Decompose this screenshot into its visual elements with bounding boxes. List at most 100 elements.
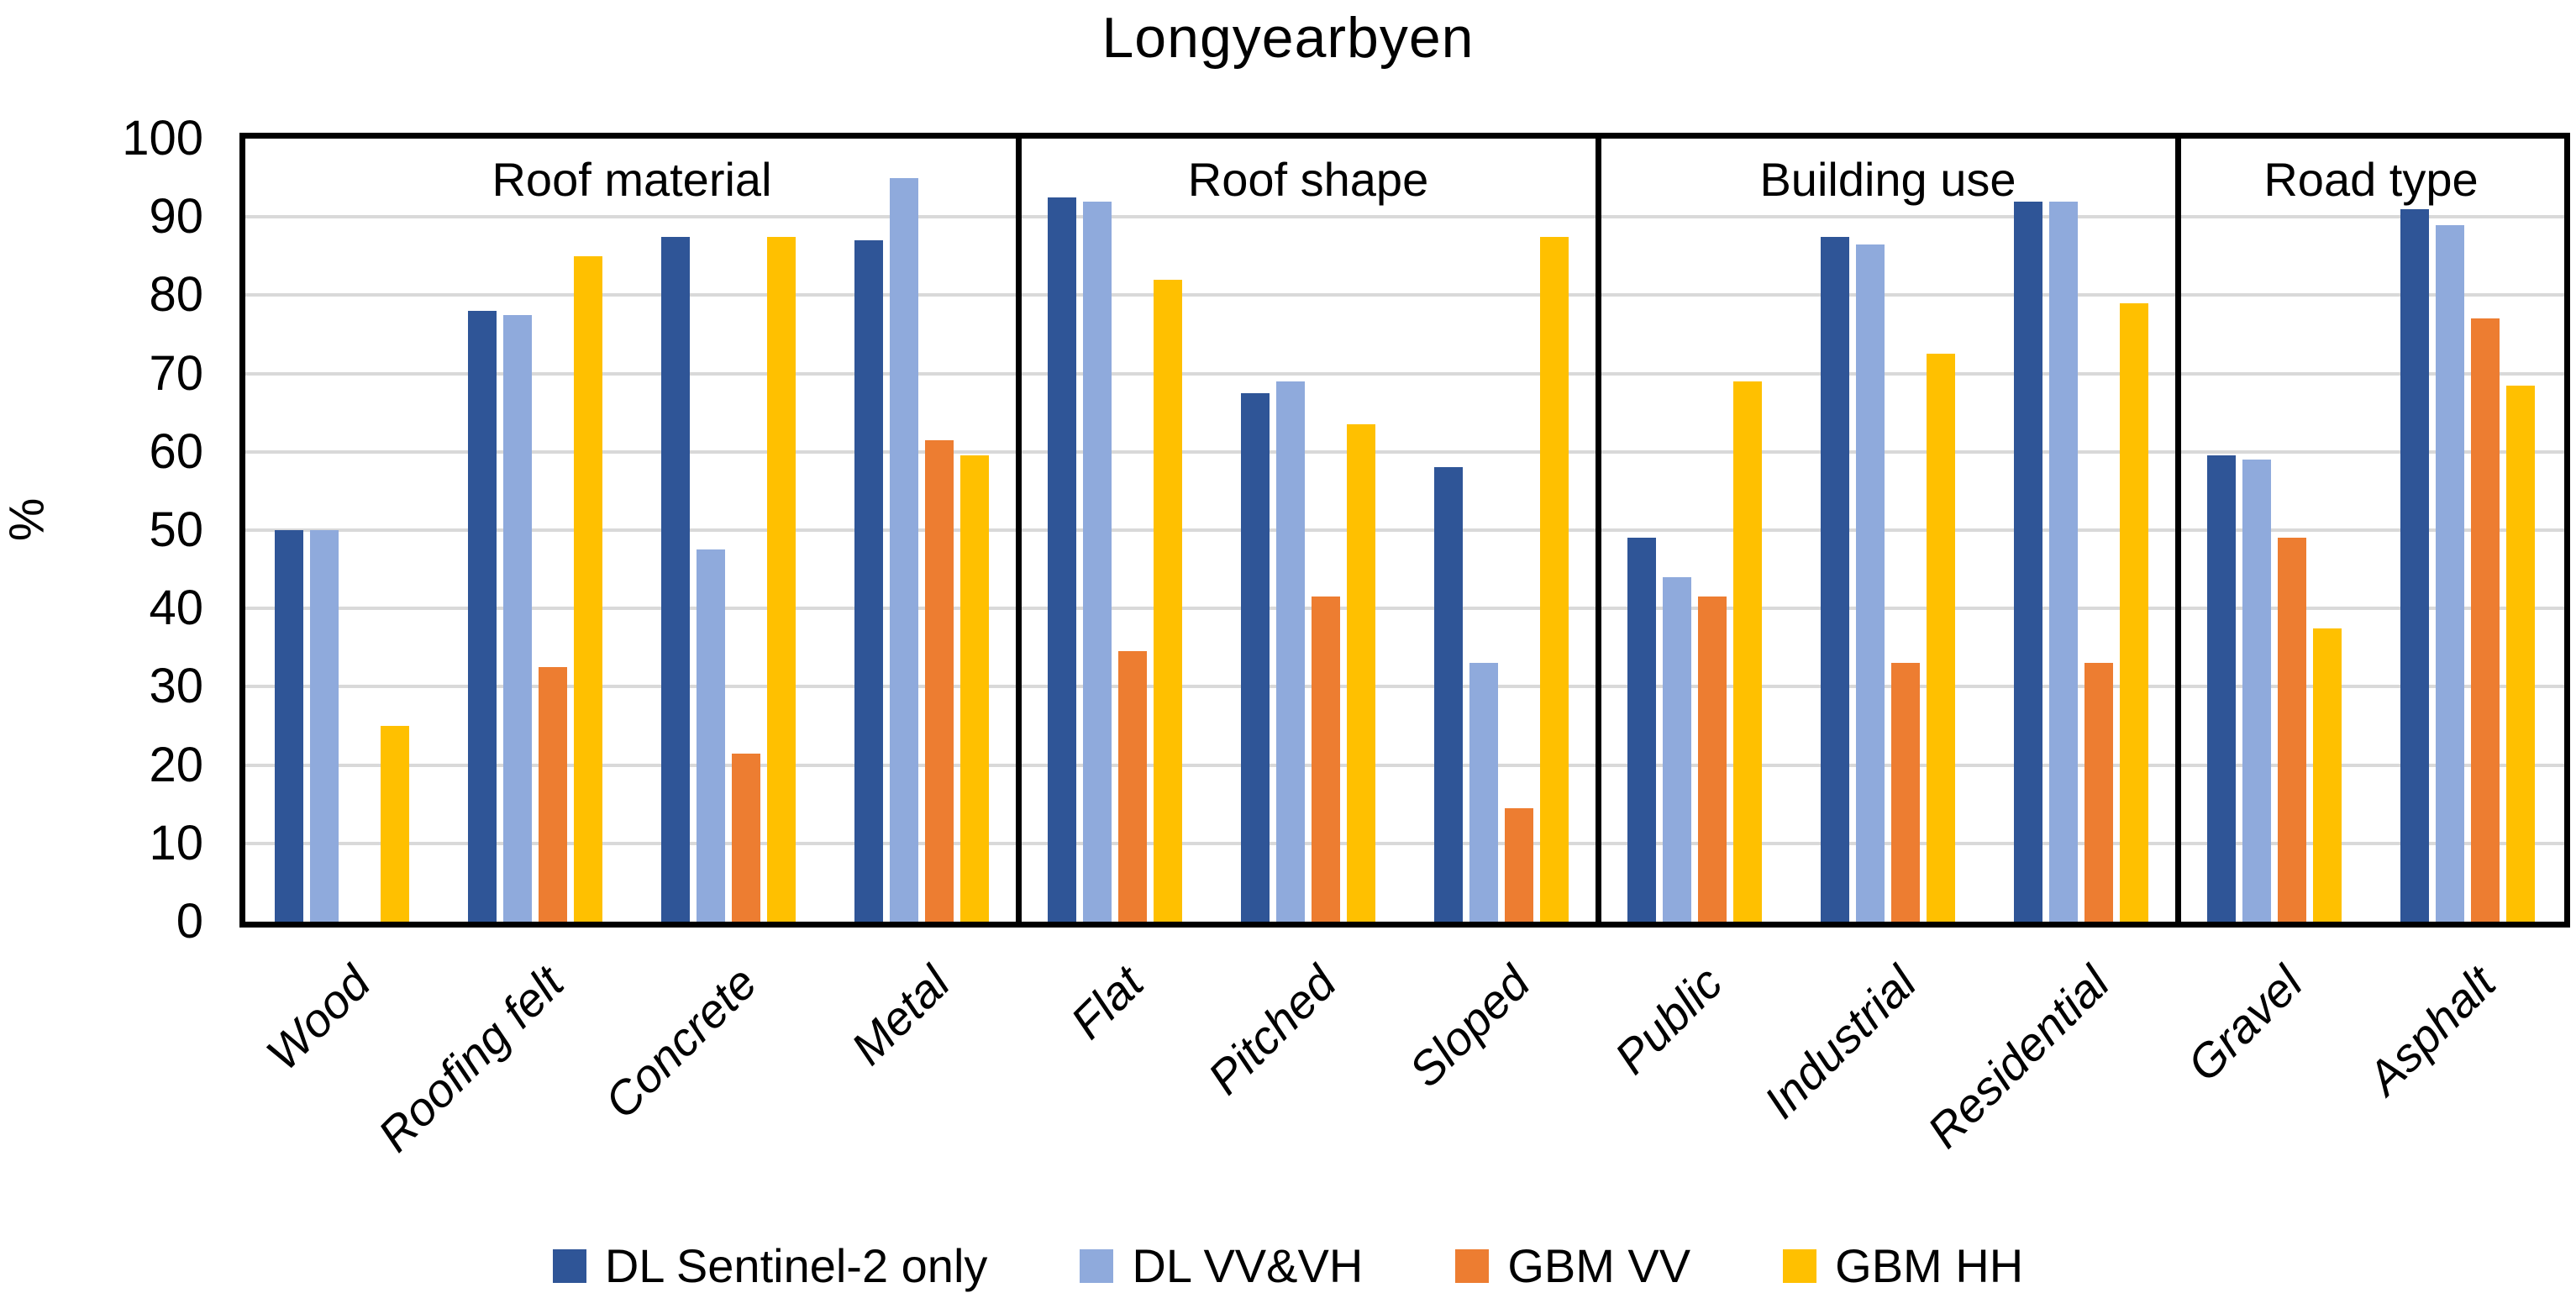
- bar-gbm-vv-roofing-felt: [539, 667, 567, 922]
- legend-item: GBM VV: [1455, 1238, 1690, 1293]
- gridline: [245, 293, 2564, 297]
- gridline: [245, 685, 2564, 689]
- bar-dl-vv-vh-wood: [310, 530, 339, 922]
- bar-gbm-hh-asphalt: [2506, 385, 2535, 922]
- bar-gbm-vv-concrete: [732, 753, 760, 922]
- bar-dl-vv-vh-asphalt: [2436, 224, 2464, 922]
- bar-dl-sentinel-2-only-pitched: [1241, 392, 1270, 922]
- y-tick-label: 60: [149, 423, 203, 479]
- bar-gbm-hh-residential: [2120, 302, 2148, 922]
- legend-item: DL VV&VH: [1080, 1238, 1363, 1293]
- y-tick-label: 80: [149, 267, 203, 323]
- bar-dl-sentinel-2-only-sloped: [1434, 467, 1463, 922]
- bar-dl-sentinel-2-only-concrete: [661, 236, 690, 922]
- legend-swatch-icon: [1783, 1248, 1817, 1283]
- bar-dl-vv-vh-public: [1663, 576, 1691, 922]
- bar-gbm-vv-pitched: [1312, 597, 1340, 922]
- bar-dl-sentinel-2-only-roofing-felt: [468, 311, 497, 922]
- bar-dl-vv-vh-pitched: [1276, 381, 1305, 922]
- bar-gbm-vv-residential: [2084, 663, 2113, 922]
- y-tick-label: 90: [149, 189, 203, 244]
- gridline: [245, 371, 2564, 376]
- legend-label: DL Sentinel-2 only: [604, 1239, 988, 1292]
- bar-gbm-vv-flat: [1118, 651, 1147, 922]
- legend-label: GBM VV: [1507, 1239, 1691, 1292]
- legend-label: GBM HH: [1835, 1239, 2024, 1292]
- bar-gbm-vv-public: [1698, 597, 1727, 922]
- x-category-label: Sloped: [1398, 955, 1540, 1097]
- legend-item: DL Sentinel-2 only: [552, 1238, 988, 1293]
- bar-dl-vv-vh-residential: [2049, 201, 2078, 922]
- x-category-label: Roofing felt: [367, 955, 574, 1162]
- y-tick-label: 50: [149, 502, 203, 557]
- bar-dl-vv-vh-sloped: [1469, 663, 1498, 922]
- group-divider: [1596, 139, 1601, 922]
- y-tick-label: 70: [149, 345, 203, 401]
- y-tick-label: 100: [122, 111, 203, 166]
- chart-title: Longyearbyen: [1101, 6, 1475, 70]
- bar-gbm-hh-flat: [1154, 279, 1182, 922]
- y-tick-label: 20: [149, 737, 203, 792]
- legend-swatch-icon: [552, 1248, 586, 1283]
- legend-label: DL VV&VH: [1132, 1239, 1364, 1292]
- x-category-label: Asphalt: [2357, 955, 2506, 1105]
- bar-gbm-hh-gravel: [2313, 628, 2342, 922]
- gridline: [245, 841, 2564, 845]
- bar-gbm-hh-sloped: [1540, 236, 1569, 922]
- plot-area: Roof material Roof shape Building use Road …: [239, 133, 2570, 928]
- legend-swatch-icon: [1455, 1248, 1490, 1283]
- bar-gbm-hh-wood: [381, 726, 409, 922]
- gridline: [245, 528, 2564, 532]
- bar-dl-sentinel-2-only-asphalt: [2400, 208, 2429, 922]
- y-tick-label: 40: [149, 581, 203, 636]
- bar-gbm-vv-metal: [925, 439, 954, 922]
- bar-dl-sentinel-2-only-flat: [1048, 197, 1076, 922]
- bar-gbm-hh-concrete: [767, 236, 796, 922]
- bar-dl-sentinel-2-only-public: [1627, 538, 1656, 922]
- bar-gbm-vv-industrial: [1891, 663, 1920, 922]
- legend-swatch-icon: [1080, 1248, 1114, 1283]
- x-category-label: Wood: [255, 955, 381, 1080]
- bar-gbm-vv-asphalt: [2471, 318, 2500, 922]
- group-divider: [2175, 139, 2181, 922]
- group-label: Roof shape: [1187, 153, 1429, 206]
- bar-gbm-hh-metal: [960, 455, 989, 922]
- y-tick-label: 0: [176, 894, 203, 949]
- bar-gbm-hh-industrial: [1927, 354, 1955, 922]
- bar-dl-vv-vh-industrial: [1856, 244, 1885, 922]
- group-label: Road type: [2263, 153, 2479, 206]
- bar-dl-vv-vh-roofing-felt: [503, 314, 532, 922]
- x-category-label: Pitched: [1197, 955, 1347, 1105]
- bar-dl-vv-vh-flat: [1083, 201, 1112, 922]
- bar-gbm-hh-roofing-felt: [574, 255, 602, 922]
- bar-dl-vv-vh-concrete: [697, 549, 725, 922]
- y-tick-label: 10: [149, 815, 203, 870]
- gridline: [245, 449, 2564, 454]
- bar-gbm-vv-gravel: [2278, 538, 2306, 922]
- bar-gbm-hh-pitched: [1347, 424, 1375, 922]
- x-category-label: Gravel: [2177, 955, 2313, 1091]
- group-divider: [1016, 139, 1022, 922]
- x-category-label: Metal: [840, 955, 960, 1075]
- x-category-label: Residential: [1916, 955, 2120, 1159]
- bar-dl-sentinel-2-only-gravel: [2207, 455, 2236, 922]
- gridline: [245, 215, 2564, 219]
- legend: DL Sentinel-2 only DL VV&VH GBM VV GBM HH: [0, 1238, 2576, 1293]
- gridline: [245, 763, 2564, 767]
- legend-item: GBM HH: [1783, 1238, 2023, 1293]
- bar-gbm-vv-sloped: [1505, 807, 1533, 922]
- bar-dl-vv-vh-metal: [890, 177, 918, 922]
- bar-dl-vv-vh-gravel: [2242, 460, 2271, 922]
- x-category-label: Industrial: [1753, 955, 1927, 1128]
- gridline: [245, 607, 2564, 611]
- y-tick-label: 30: [149, 659, 203, 714]
- bar-dl-sentinel-2-only-industrial: [1821, 236, 1849, 922]
- bar-dl-sentinel-2-only-wood: [275, 530, 303, 922]
- bar-gbm-hh-public: [1733, 381, 1762, 922]
- bar-dl-sentinel-2-only-metal: [854, 240, 883, 922]
- group-label: Roof material: [492, 153, 772, 206]
- x-category-label: Public: [1604, 955, 1733, 1085]
- bar-dl-sentinel-2-only-residential: [2014, 201, 2042, 922]
- x-category-label: Flat: [1059, 955, 1154, 1049]
